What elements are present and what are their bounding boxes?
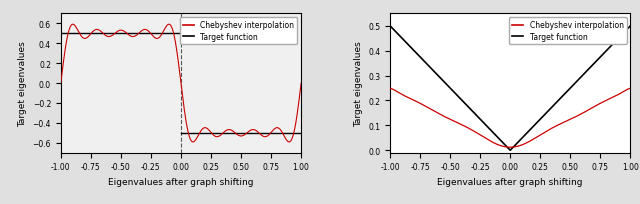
Legend: Chebyshev interpolation, Target function: Chebyshev interpolation, Target function bbox=[509, 18, 627, 44]
Y-axis label: Target eigenvalues: Target eigenvalues bbox=[354, 41, 363, 126]
Y-axis label: Target eigenvalues: Target eigenvalues bbox=[18, 41, 27, 126]
X-axis label: Eigenvalues after graph shifting: Eigenvalues after graph shifting bbox=[438, 177, 583, 186]
X-axis label: Eigenvalues after graph shifting: Eigenvalues after graph shifting bbox=[108, 177, 253, 186]
Legend: Chebyshev interpolation, Target function: Chebyshev interpolation, Target function bbox=[180, 18, 298, 44]
